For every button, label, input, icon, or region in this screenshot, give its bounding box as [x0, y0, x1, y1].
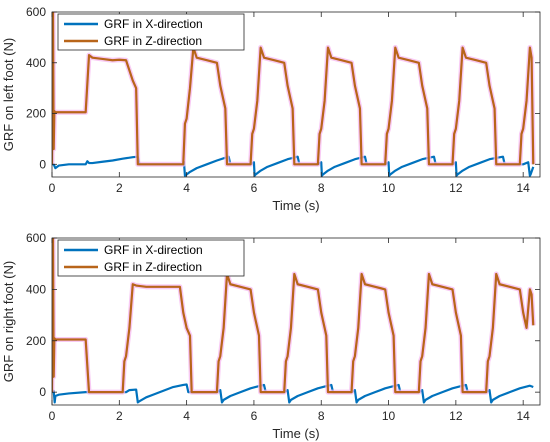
left-foot-series-group: [52, 12, 536, 177]
right-foot-legend-box: [57, 239, 245, 277]
right-foot-x-tick-label: 0: [49, 409, 56, 423]
left-foot-x-tick-label: 4: [183, 181, 190, 195]
left-foot-x-tick-label: 12: [449, 181, 463, 195]
right-foot-series-group: [52, 238, 536, 404]
left-foot-x-tick-label: 6: [251, 181, 258, 195]
left-foot-y-tick-label: 600: [26, 5, 46, 19]
left-foot-y-axis-label: GRF on left foot (N): [1, 38, 16, 151]
right-foot-x-tick-label: 4: [183, 409, 190, 423]
right-foot-y-axis-label: GRF on right foot (N): [1, 261, 16, 382]
right-foot-panel: 0 2 4 6 8 10 12 14 0 200 400 600 GRF in X-direction…: [1, 231, 541, 441]
right-foot-y-tick-label: 400: [26, 282, 46, 296]
left-foot-panel: 0 2 4 6 8 10 12 14 0 200 400 600 GRF in X-direction…: [1, 5, 541, 213]
right-foot-x-tick-label: 8: [318, 409, 325, 423]
left-foot-plot-area: 0 2 4 6 8 10 12 14 0 200 400 600: [26, 5, 541, 195]
right-foot-y-tick-label: 200: [26, 334, 46, 348]
left-foot-legend-box: [57, 13, 245, 51]
legend-label-grf-z: GRF in Z-direction: [104, 260, 202, 274]
right-foot-x-axis-label: Time (s): [272, 426, 319, 441]
left-foot-legend: GRF in X-direction GRF in Z-direction: [57, 13, 245, 51]
right-foot-x-tick-label: 2: [116, 409, 123, 423]
right-foot-x-tick-label: 12: [449, 409, 463, 423]
right-foot-y-tick-label: 600: [26, 231, 46, 245]
left-foot-x-axis-label: Time (s): [272, 198, 319, 213]
left-foot-y-tick-label: 200: [26, 107, 46, 121]
right-foot-x-tick-label: 6: [251, 409, 258, 423]
left-foot-x-tick-label: 0: [49, 181, 56, 195]
series-line-grf-z: [52, 12, 535, 166]
left-foot-x-tick-label: 10: [382, 181, 396, 195]
right-foot-x-tick-label: 10: [382, 409, 396, 423]
right-foot-legend: GRF in X-direction GRF in Z-direction: [57, 239, 245, 277]
legend-label-grf-x: GRF in X-direction: [104, 243, 203, 257]
left-foot-x-tick-label: 2: [116, 181, 123, 195]
left-foot-axes-box: [51, 11, 541, 178]
series-line-grf-z: [52, 238, 535, 394]
left-foot-x-tick-label: 14: [516, 181, 530, 195]
right-foot-plot-area: 0 2 4 6 8 10 12 14 0 200 400 600: [26, 231, 541, 423]
left-foot-y-tick-label: 400: [26, 56, 46, 70]
series-line-grf-x: [52, 383, 534, 404]
right-foot-y-tick-label: 0: [39, 385, 46, 399]
legend-label-grf-x: GRF in X-direction: [104, 17, 203, 31]
right-foot-x-tick-label: 14: [516, 409, 530, 423]
right-foot-axes-box: [51, 237, 541, 406]
left-foot-y-tick-label: 0: [39, 157, 46, 171]
legend-label-grf-z: GRF in Z-direction: [104, 34, 202, 48]
left-foot-x-tick-label: 8: [318, 181, 325, 195]
